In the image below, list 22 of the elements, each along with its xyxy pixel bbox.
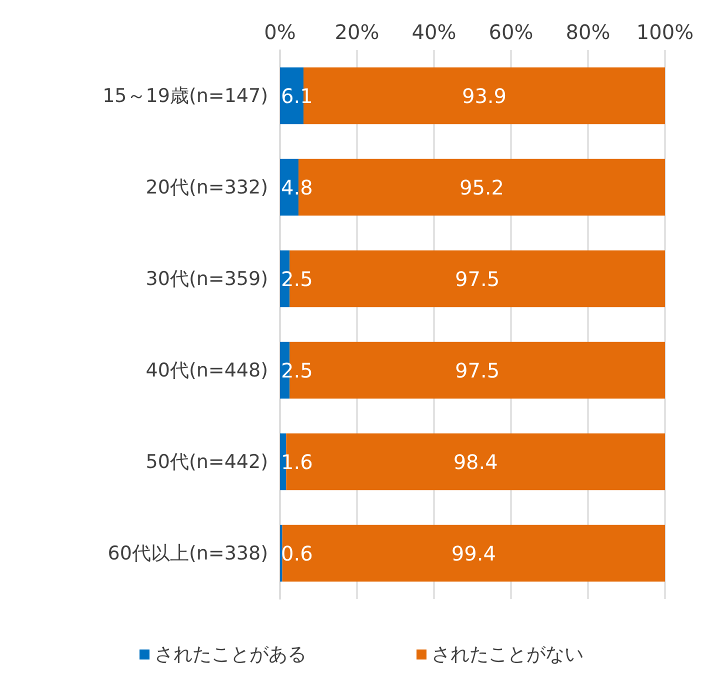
x-tick-label: 60% [488, 20, 534, 44]
data-label: 93.9 [462, 84, 507, 108]
data-label: 98.4 [453, 450, 498, 474]
bar [282, 524, 665, 582]
y-tick-label: 40代(n=448) [146, 359, 268, 382]
data-label: 0.6 [281, 541, 313, 566]
x-tick-label: 20% [334, 20, 380, 44]
x-tick-label: 80% [566, 20, 610, 44]
data-label: 97.5 [455, 358, 500, 382]
y-tick-label: 60代以上(n=338) [108, 542, 268, 564]
x-tick-label: 100% [636, 20, 694, 44]
y-tick-label: 50代(n=442) [146, 450, 268, 473]
x-tick-label: 40% [412, 20, 456, 44]
y-tick-label: 30代(n=359) [146, 268, 268, 290]
y-tick-label: 20代(n=332) [146, 176, 268, 198]
data-label: 95.2 [459, 175, 504, 200]
data-label: 99.4 [451, 541, 496, 566]
y-tick-label: 15～19歳(n=147) [102, 84, 268, 107]
x-tick-label: 0% [264, 20, 296, 44]
legend-label: されたことがない [432, 644, 584, 666]
data-label: 97.5 [455, 266, 500, 291]
legend-label: されたことがある [154, 644, 306, 666]
